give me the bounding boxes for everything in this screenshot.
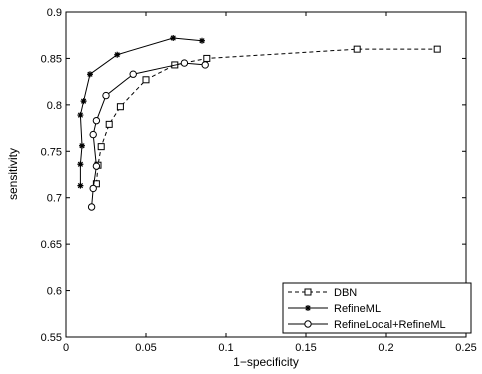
x-tick-label: 0 (63, 342, 69, 354)
series-point (79, 142, 85, 149)
series-point (433, 45, 441, 53)
y-tick-label: 0.9 (47, 7, 62, 19)
series-layer (77, 35, 441, 211)
series-point (116, 103, 124, 111)
series-point (105, 120, 113, 128)
legend: DBN RefineML RefineLocal+RefineML (282, 282, 472, 334)
y-tick-label: 0.6 (47, 286, 62, 298)
series-point (201, 61, 209, 69)
legend-marker (304, 288, 312, 296)
series-point (102, 91, 110, 100)
x-axis-ticks: 0 0.05 0.1 0.15 0.2 0.25 (63, 12, 477, 354)
legend-marker (304, 320, 312, 328)
series-point (203, 54, 211, 62)
legend-label-refineml: RefineML (334, 303, 381, 315)
legend-swatches (288, 288, 328, 328)
series-point (77, 182, 84, 189)
series-point (89, 130, 97, 139)
series-line (95, 48, 438, 184)
series-point (180, 59, 189, 67)
y-tick-label: 0.8 (47, 100, 62, 112)
x-axis-label: 1−specificity (233, 355, 299, 369)
series-point (77, 161, 84, 168)
series-point (97, 143, 105, 151)
series-point (142, 76, 150, 84)
y-tick-label: 0.65 (41, 239, 62, 251)
series-point (170, 35, 177, 41)
x-tick-label: 0.15 (295, 342, 316, 354)
x-tick-label: 0.05 (135, 342, 156, 354)
series-point (129, 70, 137, 78)
y-tick-label: 0.75 (41, 146, 62, 158)
series-point (87, 203, 96, 211)
series-point (353, 45, 361, 53)
legend-label-refinelocal-refineml: RefineLocal+RefineML (334, 319, 446, 331)
series-point (80, 98, 87, 105)
y-tick-label: 0.85 (41, 53, 62, 65)
x-tick-label: 0.1 (218, 342, 233, 354)
x-tick-label: 0.2 (378, 342, 393, 354)
legend-marker (305, 305, 311, 311)
y-axis-ticks: 0.55 0.6 0.65 0.7 0.75 0.8 0.85 0.9 (41, 7, 466, 344)
series-point (114, 51, 121, 58)
legend-label-dbn: DBN (334, 287, 357, 299)
series-point (77, 112, 84, 119)
series-point (92, 116, 101, 125)
series-point (89, 184, 97, 193)
y-axis-label: sensitivity (6, 148, 20, 200)
series-point (92, 162, 101, 170)
y-tick-label: 0.55 (41, 332, 62, 344)
y-tick-label: 0.7 (47, 193, 62, 205)
series-2 (87, 59, 209, 211)
series-1 (77, 35, 205, 189)
series-point (87, 71, 93, 78)
series-point (199, 37, 205, 44)
x-tick-label: 0.25 (455, 342, 476, 354)
